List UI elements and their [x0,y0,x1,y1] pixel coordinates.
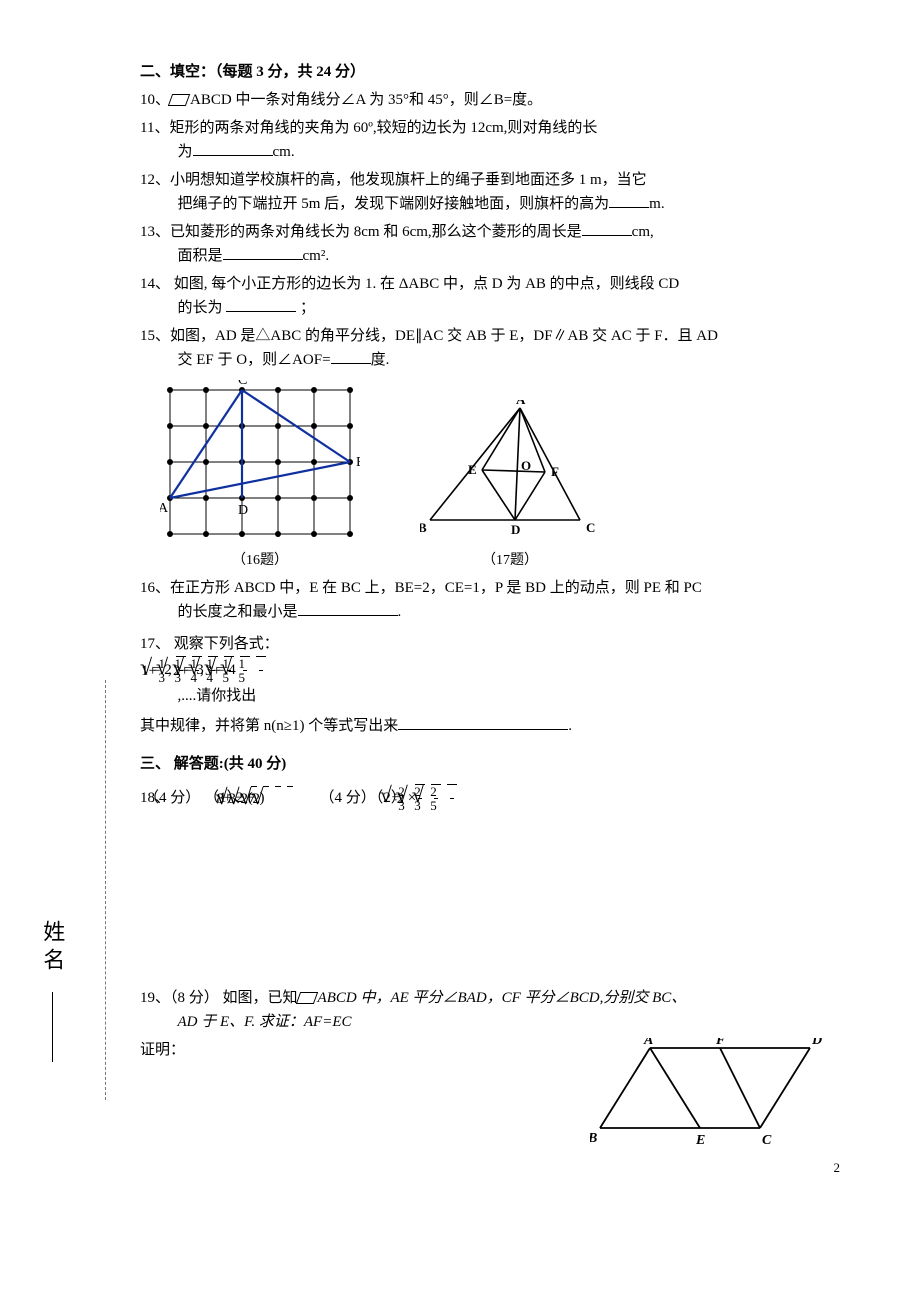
q14-l2a: 的长为 [178,300,227,316]
svg-text:F: F [551,464,559,479]
q17-pre: 观察下列各式： [170,636,279,652]
q11-blank [193,140,273,156]
svg-text:B: B [590,1131,597,1146]
q16-num: 16、 [140,580,170,596]
q16-l2a: 的长度之和最小是 [178,604,298,620]
q12-num: 12、 [140,172,170,188]
q17-l2a: 其中规律，并将第 n(n≥1) 个等式写出来 [140,718,398,734]
q11-l2a: 为 [178,144,193,160]
q13-blank2 [223,244,303,260]
q15-num: 15、 [140,328,170,344]
svg-text:A: A [160,501,169,516]
q12-l2b: m. [649,196,664,212]
svg-text:A: A [643,1038,653,1048]
q14-num: 14、 [140,276,170,292]
q11-l1: 矩形的两条对角线的夹角为 60º,较短的边长为 12cm,则对角线的长 [169,120,597,136]
q13-l2a: 面积是 [178,248,223,264]
q15: 15、如图，AD 是△ABC 的角平分线，DE∥AC 交 AB 于 E，DF∥A… [140,324,840,372]
side-name-text: 姓名 [40,920,65,976]
q19-proof-row: 证明： A F D B E C [140,1038,840,1148]
q12: 12、小明想知道学校旗杆的高，他发现旗杆上的绳子垂到地面还多 1 m，当它 把绳… [140,168,840,216]
q17-num: 17、 [140,636,170,652]
svg-text:O: O [521,458,531,473]
svg-text:A: A [516,400,526,407]
q15-l2b: 度. [371,352,390,368]
q10-post: 度。 [512,92,542,108]
q12-l1: 小明想知道学校旗杆的高，他发现旗杆上的绳子垂到地面还多 1 m，当它 [170,172,647,188]
q13-l2b: cm². [303,248,330,264]
q17-tail: ,....请你找出 [178,688,257,704]
fig17-caption: （17题） [420,550,600,572]
fig16-wrap: A B C D （16题） [160,380,360,572]
q16-l2b: . [398,604,402,620]
q18-part2: （4 分）（2）． √23 ÷ √223 × √25 [357,784,457,812]
fig19-svg: A F D B E C [590,1038,830,1148]
q17-blank [398,714,568,730]
svg-text:D: D [511,522,520,537]
figure-row: A B C D （16题） A B C D E F O （17题） [160,380,840,572]
q15-blank [331,348,371,364]
q13-l1a: 已知菱形的两条对角线长为 8cm 和 6cm,那么这个菱形的周长是 [170,224,582,240]
q14-l1: 如图, 每个小正方形的边长为 1. 在 ΔABC 中，点 D 为 AB 的中点，… [170,276,679,292]
q19-l2: AD 于 E、F. 求证：AF=EC [178,1010,841,1034]
page-number: 2 [834,1158,841,1179]
q17-line2: 其中规律，并将第 n(n≥1) 个等式写出来. [140,714,840,738]
q16-l1: 在正方形 ABCD 中，E 在 BC 上，BE=2，CE=1，P 是 BD 上的… [170,580,702,596]
q18-p1-expr: √8 + 2√3 − (√27 − √2) [253,786,297,811]
fig17-wrap: A B C D E F O （17题） [420,400,600,572]
q10: 10、 ABCD 中一条对角线分∠A 为 35°和 45°，则∠B=度。 [140,88,840,112]
workspace-gap [140,816,840,986]
q10-pre: ABCD 中一条对角线分∠A 为 35°和 45°，则∠B= [190,92,512,108]
q11-l2b: cm. [273,144,295,160]
binding-dashline [105,680,106,1100]
svg-text:D: D [811,1038,822,1048]
fig16-caption: （16题） [160,550,360,572]
side-name-label: 姓名 [35,920,70,1062]
q14-blank [226,296,296,312]
q18: 18、 （4 分） （1）、 √8 + 2√3 − (√27 − √2) （4 … [140,784,840,812]
svg-text:E: E [695,1133,705,1148]
svg-text:C: C [762,1133,772,1148]
svg-text:C: C [238,380,247,388]
svg-text:B: B [356,455,360,470]
q16-blank [298,600,398,616]
q18-p2-expr: √23 ÷ √223 × √25 [417,784,457,812]
q13-l1b: cm, [632,224,654,240]
svg-text:E: E [468,462,477,477]
fig17-svg: A B C D E F O [420,400,600,540]
parallelogram-icon [168,94,190,106]
q11: 11、矩形的两条对角线的夹角为 60º,较短的边长为 12cm,则对角线的长 为… [140,116,840,164]
q17-l2b: . [568,718,572,734]
q10-num: 10、 [140,92,170,108]
q14-l2b: ； [296,300,315,316]
section3-title: 三、 解答题:(共 40 分) [140,752,840,776]
svg-text:B: B [420,520,427,535]
q13-num: 13、 [140,224,170,240]
svg-text:D: D [238,503,248,518]
q13-blank1 [582,220,632,236]
svg-text:F: F [715,1038,726,1048]
q14: 14、 如图, 每个小正方形的边长为 1. 在 ΔABC 中，点 D 为 AB … [140,272,840,320]
q12-l2a: 把绳子的下端拉开 5m 后，发现下端刚好接触地面，则旗杆的高为 [178,196,610,212]
q19-num: 19、 [140,990,170,1006]
fig16-svg: A B C D [160,380,360,540]
q19: 19、（8 分） 如图，已知 ABCD 中，AE 平分∠BAD，CF 平分∠BCD… [140,986,840,1034]
q19-proof-label: 证明： [140,1038,185,1062]
q15-l2a: 交 EF 于 O，则∠AOF= [178,352,331,368]
parallelogram-icon [295,992,317,1004]
q17: 17、 观察下列各式： √1+13 = 2√13, √2+14 = 3√14, … [140,632,840,708]
q15-l1: 如图，AD 是△ABC 的角平分线，DE∥AC 交 AB 于 E，DF∥AB 交… [170,328,718,344]
q12-blank [609,192,649,208]
q11-num: 11、 [140,120,169,136]
svg-text:C: C [586,520,595,535]
q18-part1: 18、 （4 分） （1）、 √8 + 2√3 − (√27 − √2) [178,786,298,811]
q13: 13、已知菱形的两条对角线长为 8cm 和 6cm,那么这个菱形的周长是cm, … [140,220,840,268]
q16: 16、在正方形 ABCD 中，E 在 BC 上，BE=2，CE=1，P 是 BD… [140,576,840,624]
q17-equations: √1+13 = 2√13, √2+14 = 3√14, √3+15 = 4√15 [178,656,841,684]
q19-l1a: （8 分） 如图，已知 [170,990,298,1006]
q19-l1b: ABCD 中，AE 平分∠BAD，CF 平分∠BCD,分别交 BC、 [318,990,687,1006]
section2-title: 二、填空：（每题 3 分，共 24 分） [140,60,840,84]
